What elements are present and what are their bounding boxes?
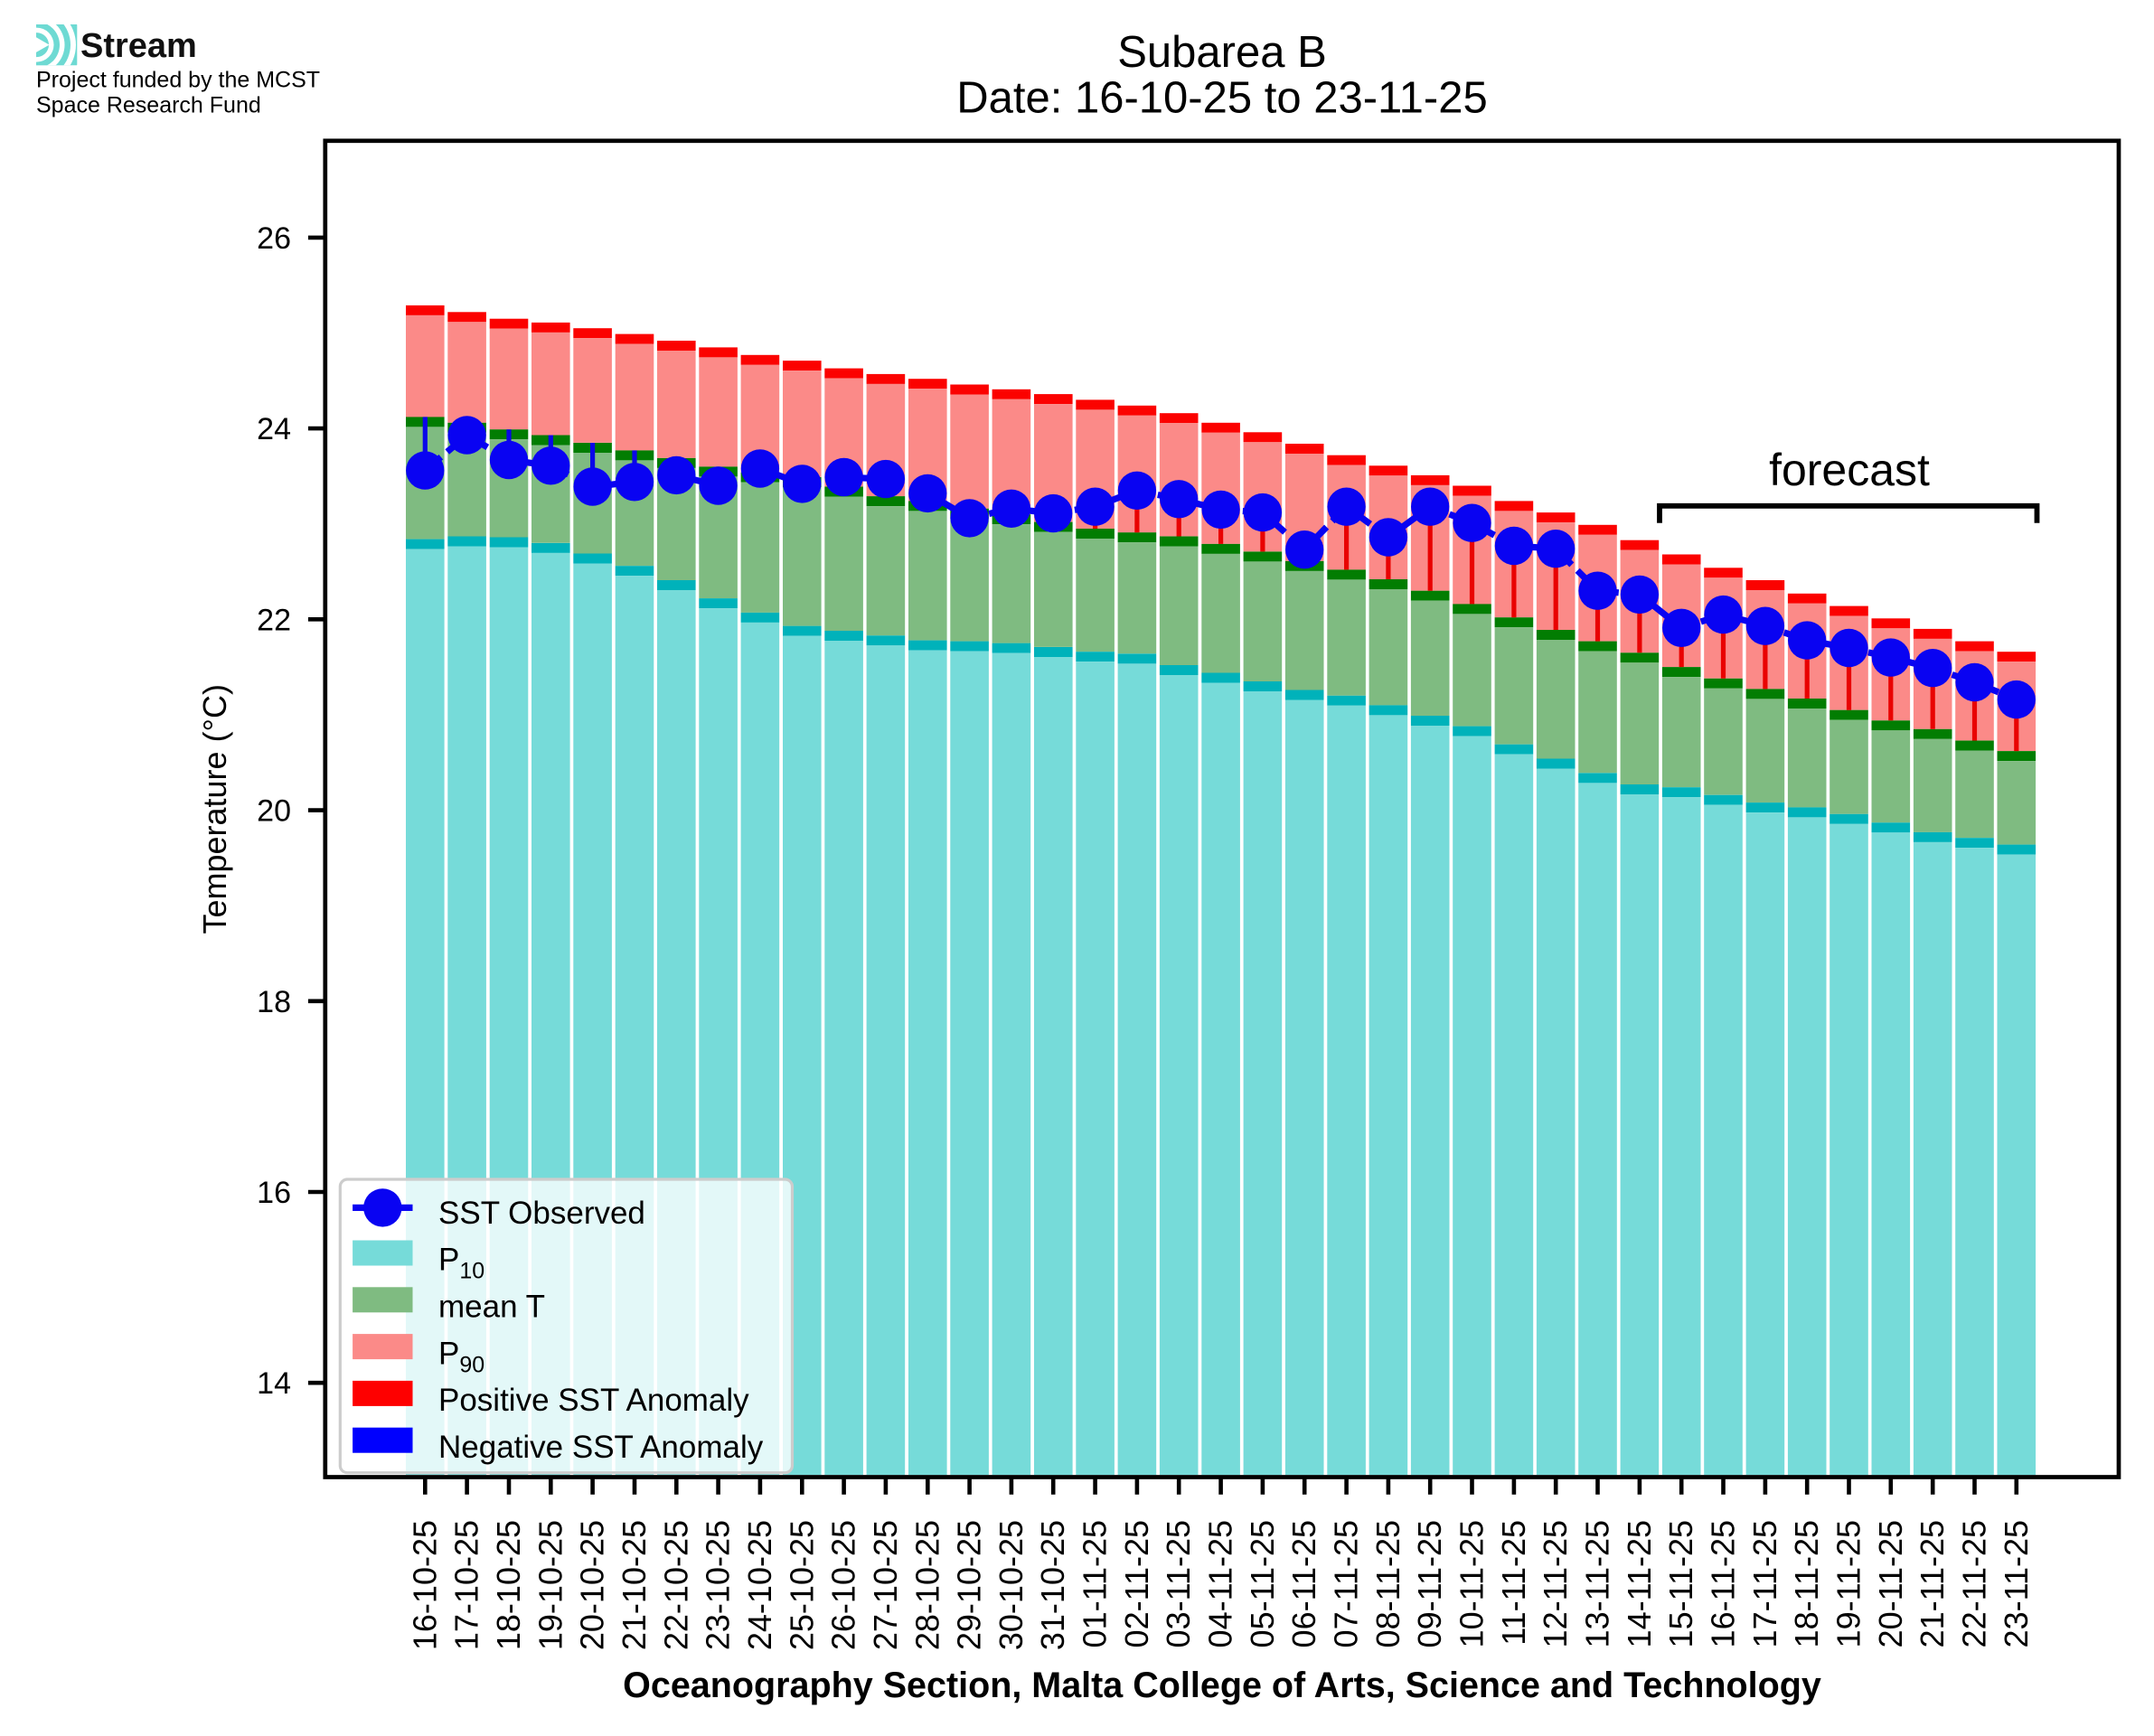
svg-text:06-11-25: 06-11-25	[1285, 1520, 1322, 1647]
svg-text:SST Observed: SST Observed	[438, 1196, 645, 1231]
svg-text:31-10-25: 31-10-25	[1034, 1520, 1071, 1650]
svg-text:forecast: forecast	[1769, 445, 1930, 495]
svg-text:25-10-25: 25-10-25	[783, 1520, 820, 1650]
svg-text:20-11-25: 20-11-25	[1872, 1520, 1909, 1647]
svg-text:19-11-25: 19-11-25	[1830, 1520, 1867, 1647]
svg-text:18-10-25: 18-10-25	[490, 1520, 527, 1650]
svg-text:13-11-25: 13-11-25	[1579, 1520, 1616, 1647]
svg-text:Space Research Fund: Space Research Fund	[36, 93, 261, 118]
svg-text:11-11-25: 11-11-25	[1495, 1520, 1532, 1646]
svg-text:02-11-25: 02-11-25	[1118, 1520, 1155, 1647]
svg-text:24-10-25: 24-10-25	[741, 1520, 778, 1650]
svg-text:18-11-25: 18-11-25	[1788, 1520, 1825, 1647]
svg-text:27-10-25: 27-10-25	[867, 1520, 904, 1650]
svg-text:30-10-25: 30-10-25	[992, 1520, 1030, 1650]
svg-text:28-10-25: 28-10-25	[908, 1520, 945, 1650]
svg-text:Subarea B: Subarea B	[1117, 28, 1327, 77]
svg-text:Stream: Stream	[80, 27, 197, 65]
svg-text:01-11-25: 01-11-25	[1077, 1520, 1114, 1647]
svg-text:14-11-25: 14-11-25	[1621, 1520, 1658, 1647]
svg-text:29-10-25: 29-10-25	[951, 1520, 988, 1650]
svg-text:18: 18	[257, 985, 291, 1019]
svg-text:Project funded by the MCST: Project funded by the MCST	[36, 67, 320, 92]
svg-text:21-10-25: 21-10-25	[616, 1520, 653, 1650]
svg-text:10-11-25: 10-11-25	[1453, 1520, 1491, 1647]
svg-text:09-11-25: 09-11-25	[1411, 1520, 1448, 1647]
svg-text:16-11-25: 16-11-25	[1705, 1520, 1742, 1647]
svg-text:21-11-25: 21-11-25	[1914, 1520, 1951, 1647]
svg-text:07-11-25: 07-11-25	[1328, 1520, 1365, 1647]
svg-text:08-11-25: 08-11-25	[1369, 1520, 1406, 1647]
svg-text:Positive SST Anomaly: Positive SST Anomaly	[438, 1383, 749, 1418]
svg-text:Temperature (°C): Temperature (°C)	[196, 684, 233, 934]
svg-text:05-11-25: 05-11-25	[1244, 1520, 1281, 1647]
svg-text:Negative SST Anomaly: Negative SST Anomaly	[438, 1430, 764, 1465]
svg-text:22: 22	[257, 603, 291, 637]
svg-text:16-10-25: 16-10-25	[406, 1520, 443, 1650]
svg-text:16: 16	[257, 1176, 291, 1210]
svg-text:20-10-25: 20-10-25	[574, 1520, 611, 1650]
svg-text:22-10-25: 22-10-25	[657, 1520, 694, 1650]
svg-text:14: 14	[257, 1366, 291, 1401]
svg-text:Oceanography Section, Malta Co: Oceanography Section, Malta College of A…	[623, 1666, 1821, 1705]
svg-text:04-11-25: 04-11-25	[1202, 1520, 1239, 1647]
svg-text:26: 26	[257, 221, 291, 256]
svg-text:26-10-25: 26-10-25	[825, 1520, 862, 1650]
svg-text:03-11-25: 03-11-25	[1160, 1520, 1197, 1647]
svg-text:17-10-25: 17-10-25	[448, 1520, 485, 1650]
svg-text:P90: P90	[438, 1336, 484, 1377]
svg-text:12-11-25: 12-11-25	[1537, 1520, 1574, 1647]
svg-text:23-11-25: 23-11-25	[1998, 1520, 2035, 1647]
svg-text:15-11-25: 15-11-25	[1662, 1520, 1699, 1647]
svg-text:19-10-25: 19-10-25	[531, 1520, 569, 1650]
svg-text:Date: 16-10-25 to 23-11-25: Date: 16-10-25 to 23-11-25	[956, 74, 1487, 123]
svg-text:20: 20	[257, 794, 291, 829]
svg-text:17-11-25: 17-11-25	[1746, 1520, 1783, 1647]
svg-text:24: 24	[257, 412, 291, 446]
svg-text:23-10-25: 23-10-25	[700, 1520, 737, 1650]
svg-text:22-11-25: 22-11-25	[1956, 1520, 1993, 1647]
svg-text:mean T: mean T	[438, 1290, 545, 1325]
